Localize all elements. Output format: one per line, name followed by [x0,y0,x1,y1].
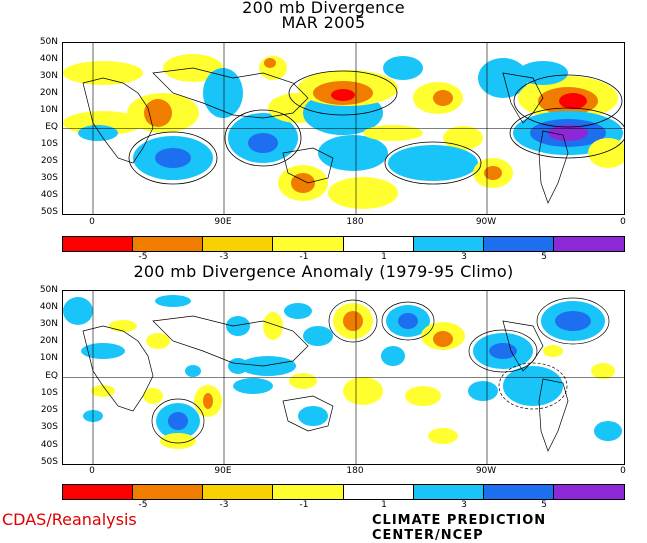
bottom-map-grid [63,291,624,464]
top-lat-label: 20N [39,88,58,98]
top-lon-label: 0 [620,217,626,227]
bottom-lat-label: 10S [40,388,58,398]
colorbar-label: 5 [541,252,547,262]
colorbar-swatch [343,485,414,499]
colorbar-label: -5 [138,500,148,510]
bottom-lat-label: 20S [40,405,58,415]
colorbar-swatch [483,485,554,499]
colorbar-swatch [343,237,414,251]
colorbar-label: -3 [219,500,229,510]
colorbar-swatch [483,237,554,251]
top-lat-label: 30N [39,71,58,81]
colorbar-swatch [553,237,624,251]
bottom-lat-label: 40S [40,440,58,450]
bottom-lat-label: 50N [39,285,58,295]
colorbar-label: 3 [461,500,467,510]
colorbar-swatch [63,485,134,499]
top-map-shading [63,54,624,209]
colorbar-swatch [413,485,484,499]
colorbar-label: 1 [381,252,387,262]
top-map-title: 200 mb Divergence [242,0,405,17]
bottom-map-title: 200 mb Divergence Anomaly (1979-95 Climo… [133,262,514,281]
bottom-colorbar [62,484,625,500]
colorbar-swatch [273,237,344,251]
top-lat-label: 20S [40,156,58,166]
colorbar-label: -1 [299,252,309,262]
bottom-map-contours [151,297,610,444]
top-map-contours [128,70,624,185]
top-divergence-map [62,42,625,215]
top-lat-label: 10S [40,139,58,149]
top-lat-label: 50N [39,37,58,47]
top-lon-label: 180 [346,217,364,227]
bottom-lat-label: 50S [40,457,58,467]
bottom-lon-label: 90E [214,466,232,476]
top-lat-label: 10N [39,105,58,115]
top-lon-label: 90E [214,217,232,227]
top-map-field [63,43,624,214]
bottom-lat-label: 30N [39,319,58,329]
colorbar-swatch [273,485,344,499]
bottom-lat-label: EQ [45,371,58,381]
colorbar-label: 1 [381,500,387,510]
bottom-lat-label: 30S [40,422,58,432]
top-lat-label: 50S [40,207,58,217]
top-map-grid [63,43,624,214]
colorbar-swatch [133,237,204,251]
top-map-coastlines [82,67,569,204]
top-lon-label: 90W [475,217,497,227]
top-map-subtitle: MAR 2005 [281,13,366,32]
colorbar-swatch [203,485,274,499]
colorbar-swatch [133,485,204,499]
colorbar-swatch [413,237,484,251]
top-lon-label: 0 [89,217,95,227]
colorbar-label: -1 [299,500,309,510]
bottom-lat-label: 40N [39,302,58,312]
bottom-lon-label: 0 [620,466,626,476]
bottom-anomaly-map [62,290,625,465]
bottom-map-field [63,291,624,464]
colorbar-label: -5 [138,252,148,262]
colorbar-swatch [553,485,624,499]
footer-source-label: CDAS/Reanalysis [2,510,137,529]
colorbar-swatch [203,237,274,251]
top-colorbar [62,236,625,252]
top-lat-label: 40S [40,190,58,200]
bottom-lat-label: 20N [39,336,58,346]
bottom-lon-label: 90W [475,466,497,476]
colorbar-swatch [63,237,134,251]
bottom-lon-label: 0 [89,466,95,476]
top-lat-label: 40N [39,54,58,64]
footer-agency-label: CLIMATE PREDICTION CENTER/NCEP [372,513,547,543]
colorbar-label: -3 [219,252,229,262]
colorbar-label: 3 [461,252,467,262]
bottom-lat-label: 10N [39,353,58,363]
bottom-lon-label: 180 [346,466,364,476]
top-lat-label: EQ [45,122,58,132]
colorbar-label: 5 [541,500,547,510]
top-lat-label: 30S [40,173,58,183]
bottom-map-shading [63,295,622,449]
